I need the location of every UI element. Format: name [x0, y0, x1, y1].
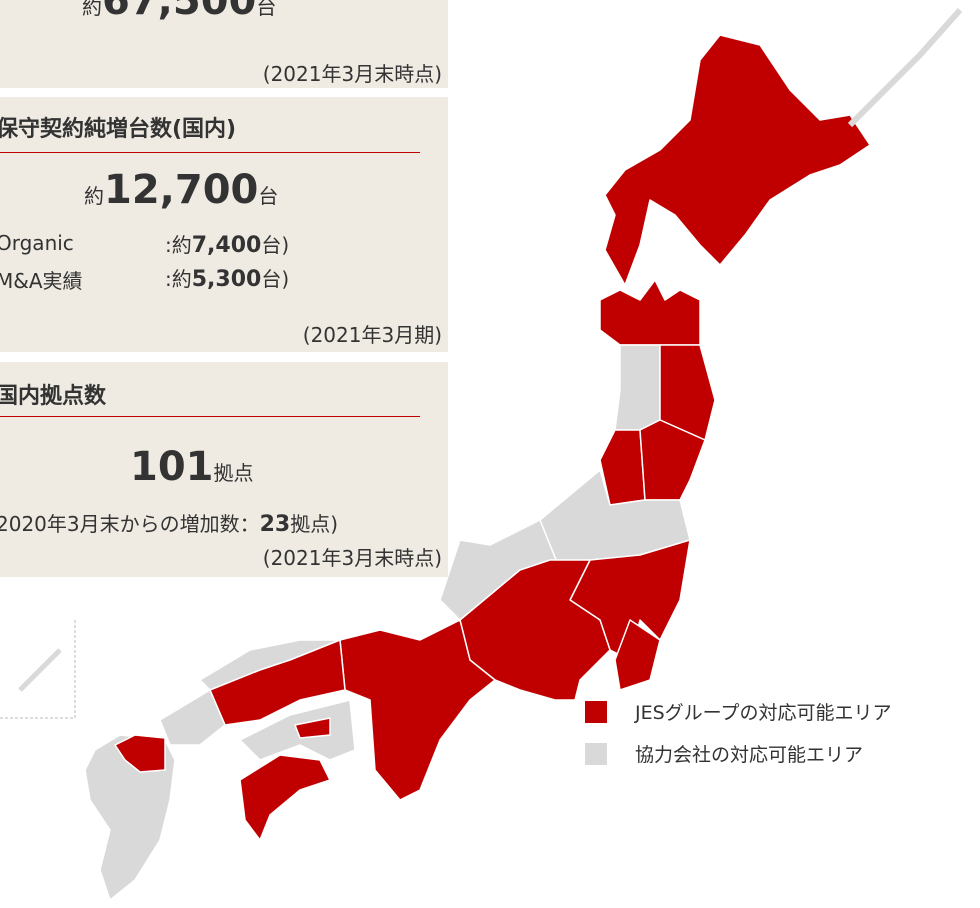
note: (2021年3月末時点) — [262, 62, 442, 86]
text: 7,400 — [191, 233, 262, 258]
legend-item: JESグループの対応可能エリア — [585, 698, 892, 725]
detail: 2020年3月末からの増加数：23拠点) — [0, 508, 338, 537]
rule — [0, 152, 420, 153]
row-label: Organic — [0, 231, 74, 255]
text: :約 — [165, 233, 192, 257]
panel: 保守契約純増台数(国内) 約12,700台 Organic :約7,400台) … — [0, 97, 448, 352]
area-jes — [604, 34, 871, 286]
area-jes — [459, 559, 611, 701]
area-partner — [159, 689, 226, 746]
text: 台) — [261, 233, 290, 257]
area-jes — [599, 279, 701, 346]
area-jes — [339, 619, 496, 801]
legend-item: 協力会社の対応可能エリア — [585, 740, 863, 767]
rule — [0, 416, 420, 417]
row-label: M&A実績 — [0, 269, 83, 293]
note: (2021年3月期) — [302, 323, 442, 347]
text: 5,300 — [191, 267, 262, 292]
text: :約 — [165, 267, 192, 291]
area-partner — [614, 344, 661, 431]
panel: 国内拠点数 101拠点 2020年3月末からの増加数：23拠点) (2021年3… — [0, 362, 448, 577]
row-value: :約5,300台) — [165, 263, 289, 292]
heading: 国内拠点数 — [0, 384, 107, 409]
text: 67,500 — [102, 0, 257, 24]
text: 協力会社の対応可能エリア — [635, 744, 864, 766]
text: 台 — [258, 184, 279, 208]
text: JESグループの対応可能エリア — [635, 702, 892, 724]
value: 約12,700台 — [84, 167, 278, 213]
text: 約 — [84, 184, 104, 208]
text: 12,700 — [104, 167, 259, 213]
text: 台) — [261, 267, 290, 291]
area-jes — [209, 639, 346, 726]
text: 拠点) — [290, 512, 339, 536]
text: 約 — [82, 0, 102, 19]
text: 2020年3月末からの増加数： — [0, 512, 260, 536]
area-jes — [614, 619, 661, 691]
text: 101 — [130, 444, 214, 490]
text: 23 — [259, 512, 291, 537]
area-jes — [114, 734, 166, 773]
panel: 約67,500台 (2021年3月末時点) — [0, 0, 448, 88]
text: 台 — [256, 0, 277, 19]
legend-swatch — [585, 742, 607, 765]
value: 101拠点 — [130, 444, 254, 490]
text: 拠点 — [213, 461, 254, 485]
inset-frame — [0, 620, 76, 719]
area-jes — [294, 717, 331, 739]
value: 約67,500台 — [82, 0, 276, 24]
legend-swatch — [585, 700, 607, 723]
heading: 保守契約純増台数(国内) — [0, 117, 237, 142]
kuril-islands — [847, 8, 963, 128]
row-value: :約7,400台) — [165, 229, 289, 258]
area-jes — [659, 344, 716, 441]
area-jes — [239, 754, 331, 841]
note: (2021年3月末時点) — [262, 546, 442, 570]
okinawa-islands — [18, 648, 62, 692]
